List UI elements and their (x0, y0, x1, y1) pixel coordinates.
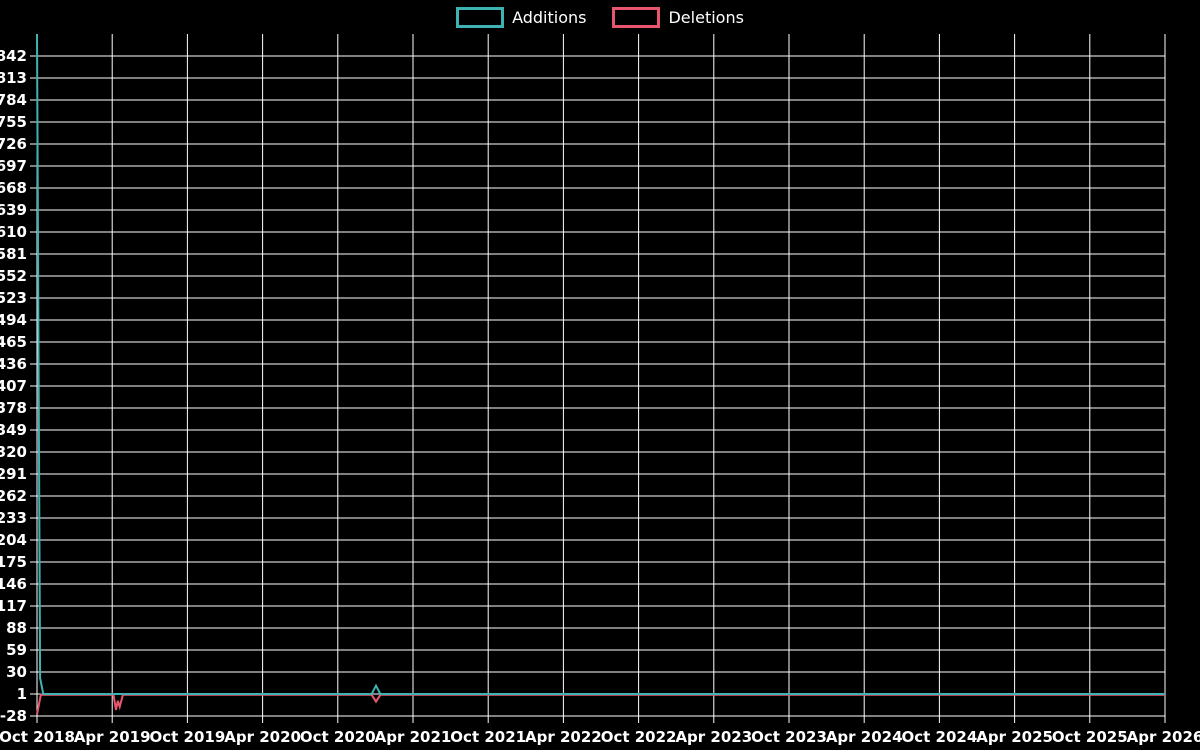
y-tick-label: 610 (0, 223, 27, 241)
y-tick-label: 204 (0, 531, 27, 549)
y-tick-label: 378 (0, 399, 27, 417)
y-tick-label: 726 (0, 135, 27, 153)
y-tick-label: 407 (0, 377, 27, 395)
x-tick-label: Apr 2022 (525, 728, 602, 746)
x-tick-label: Oct 2018 (0, 728, 75, 746)
deletions-line (36, 693, 1165, 715)
legend-item-deletions: Deletions (612, 7, 744, 28)
x-tick-label: Apr 2021 (375, 728, 452, 746)
chart-legend: Additions Deletions (0, 7, 1200, 28)
y-tick-label: 639 (0, 201, 27, 219)
y-tick-label: 291 (0, 465, 27, 483)
y-tick-label: 552 (0, 267, 27, 285)
y-tick-label: 175 (0, 553, 27, 571)
y-tick-label: 581 (0, 245, 27, 263)
additions-swatch-icon (456, 7, 505, 28)
x-tick-label: Apr 2020 (224, 728, 301, 746)
y-tick-label: 88 (6, 619, 27, 637)
y-tick-label: 523 (0, 289, 27, 307)
x-tick-label: Oct 2025 (1052, 728, 1128, 746)
additions-line (36, 33, 1165, 695)
deletions-swatch-icon (612, 7, 661, 28)
legend-label-additions: Additions (512, 7, 587, 27)
y-tick-label: 755 (0, 113, 27, 131)
y-tick-label: 262 (0, 487, 27, 505)
y-tick-label: 349 (0, 421, 27, 439)
y-tick-label: 1 (17, 685, 27, 703)
y-tick-label: 146 (0, 575, 27, 593)
y-tick-label: 697 (0, 157, 27, 175)
y-tick-label: 436 (0, 355, 27, 373)
x-tick-label: Oct 2024 (902, 728, 978, 746)
x-tick-label: Apr 2026 (1127, 728, 1200, 746)
x-tick-label: Oct 2023 (751, 728, 827, 746)
y-tick-label: -28 (0, 707, 27, 725)
x-tick-label: Apr 2024 (826, 728, 903, 746)
x-tick-label: Oct 2021 (450, 728, 526, 746)
y-tick-label: 813 (0, 69, 27, 87)
y-tick-label: 494 (0, 311, 27, 329)
x-tick-label: Apr 2019 (74, 728, 151, 746)
y-tick-label: 320 (0, 443, 27, 461)
legend-item-additions: Additions (456, 7, 586, 28)
y-tick-label: 117 (0, 597, 27, 615)
x-tick-label: Apr 2023 (675, 728, 752, 746)
y-tick-label: 30 (6, 663, 27, 681)
y-tick-label: 59 (6, 641, 27, 659)
y-tick-label: 465 (0, 333, 27, 351)
y-tick-label: 233 (0, 509, 27, 527)
x-tick-label: Apr 2025 (976, 728, 1053, 746)
y-tick-label: 668 (0, 179, 27, 197)
x-tick-label: Oct 2020 (300, 728, 376, 746)
y-tick-label: 842 (0, 47, 27, 65)
x-tick-label: Oct 2019 (150, 728, 226, 746)
legend-label-deletions: Deletions (668, 7, 744, 27)
x-tick-label: Oct 2022 (601, 728, 677, 746)
y-tick-label: 784 (0, 91, 27, 109)
